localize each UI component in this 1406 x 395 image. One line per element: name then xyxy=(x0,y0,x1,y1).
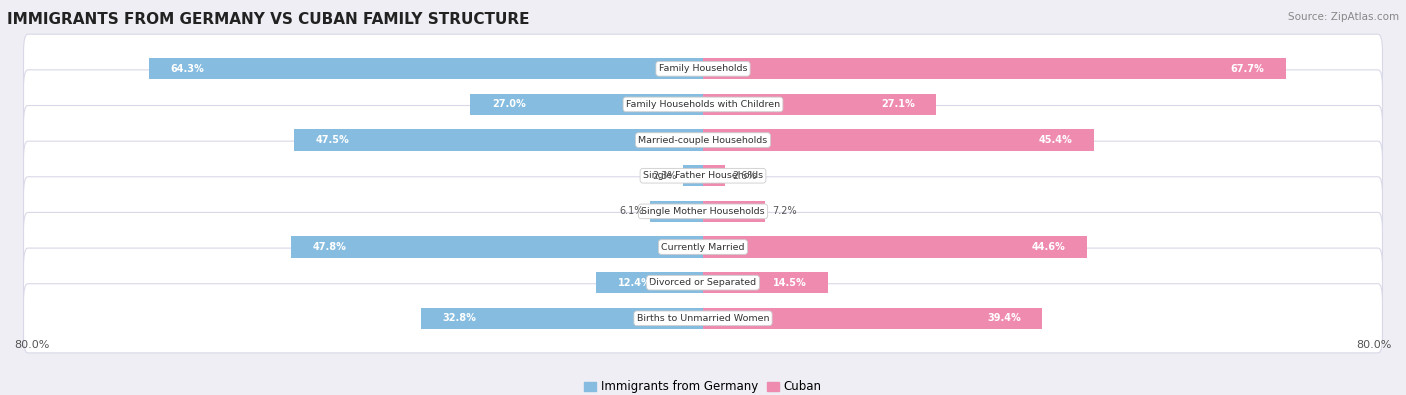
Bar xyxy=(703,308,1042,329)
Text: 2.6%: 2.6% xyxy=(733,171,756,181)
Bar xyxy=(703,130,1094,151)
Text: Married-couple Households: Married-couple Households xyxy=(638,135,768,145)
Text: 27.0%: 27.0% xyxy=(492,100,526,109)
Text: Family Households with Children: Family Households with Children xyxy=(626,100,780,109)
Text: Births to Unmarried Women: Births to Unmarried Women xyxy=(637,314,769,323)
FancyBboxPatch shape xyxy=(24,213,1382,282)
Bar xyxy=(471,94,703,115)
FancyBboxPatch shape xyxy=(24,248,1382,317)
FancyBboxPatch shape xyxy=(24,70,1382,139)
Bar xyxy=(703,272,828,293)
Text: 12.4%: 12.4% xyxy=(617,278,651,288)
Text: Currently Married: Currently Married xyxy=(661,243,745,252)
Bar xyxy=(596,272,703,293)
Legend: Immigrants from Germany, Cuban: Immigrants from Germany, Cuban xyxy=(579,376,827,395)
Text: Source: ZipAtlas.com: Source: ZipAtlas.com xyxy=(1288,12,1399,22)
Bar xyxy=(149,58,703,79)
Text: 2.3%: 2.3% xyxy=(652,171,676,181)
Bar xyxy=(703,201,765,222)
Text: Single Father Households: Single Father Households xyxy=(643,171,763,180)
Bar xyxy=(420,308,703,329)
FancyBboxPatch shape xyxy=(24,177,1382,246)
Text: 44.6%: 44.6% xyxy=(1032,242,1066,252)
Bar xyxy=(703,94,936,115)
Text: 47.8%: 47.8% xyxy=(314,242,347,252)
Text: 45.4%: 45.4% xyxy=(1039,135,1073,145)
Text: 80.0%: 80.0% xyxy=(14,340,49,350)
FancyBboxPatch shape xyxy=(24,105,1382,175)
Bar xyxy=(294,130,703,151)
Text: Family Households: Family Households xyxy=(659,64,747,73)
Text: IMMIGRANTS FROM GERMANY VS CUBAN FAMILY STRUCTURE: IMMIGRANTS FROM GERMANY VS CUBAN FAMILY … xyxy=(7,12,530,27)
Text: 32.8%: 32.8% xyxy=(441,313,477,324)
Text: 67.7%: 67.7% xyxy=(1230,64,1264,74)
Bar xyxy=(291,236,703,258)
Text: 6.1%: 6.1% xyxy=(619,206,644,216)
Bar xyxy=(651,201,703,222)
Bar xyxy=(703,236,1087,258)
Text: 39.4%: 39.4% xyxy=(987,313,1021,324)
Text: 14.5%: 14.5% xyxy=(772,278,807,288)
Text: 47.5%: 47.5% xyxy=(315,135,349,145)
Bar xyxy=(703,165,725,186)
Text: 80.0%: 80.0% xyxy=(1357,340,1392,350)
Text: 7.2%: 7.2% xyxy=(772,206,797,216)
Text: Divorced or Separated: Divorced or Separated xyxy=(650,278,756,287)
Text: Single Mother Households: Single Mother Households xyxy=(641,207,765,216)
Bar xyxy=(703,58,1286,79)
Bar xyxy=(683,165,703,186)
FancyBboxPatch shape xyxy=(24,34,1382,103)
FancyBboxPatch shape xyxy=(24,141,1382,210)
FancyBboxPatch shape xyxy=(24,284,1382,353)
Text: 27.1%: 27.1% xyxy=(882,100,915,109)
Text: 64.3%: 64.3% xyxy=(170,64,204,74)
